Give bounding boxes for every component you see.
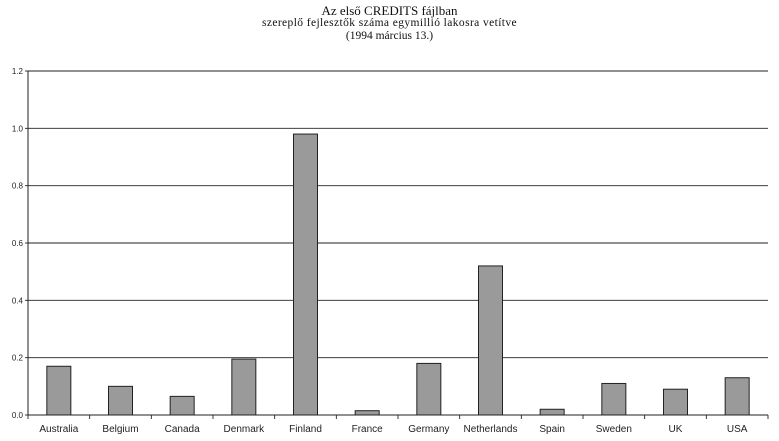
bar — [108, 385, 133, 416]
bar — [601, 382, 627, 416]
title-line-3: (1994 március 13.) — [345, 30, 434, 42]
y-tick-label: 0.8 — [12, 182, 24, 191]
bar — [169, 395, 195, 416]
x-category-label: Finland — [289, 424, 322, 435]
y-tick-label: 0.6 — [12, 239, 24, 248]
bar — [231, 358, 257, 416]
x-category-label: USA — [727, 424, 748, 435]
x-category-label: UK — [669, 424, 683, 435]
y-tick-label: 1.0 — [12, 124, 24, 133]
title-line-1: Az első CREDITS fájlban — [321, 3, 458, 18]
x-category-label: Netherlands — [464, 424, 518, 435]
bar — [539, 408, 565, 416]
x-category-label: France — [352, 424, 384, 435]
x-category-label: Germany — [408, 424, 449, 435]
chart-title: Az első CREDITS fájlban szereplő fejlesz… — [0, 4, 779, 43]
x-category-label: Belgium — [102, 424, 138, 435]
x-category-label: Canada — [165, 424, 200, 435]
y-tick-label: 0.0 — [12, 411, 24, 420]
bar — [293, 133, 318, 416]
y-tick-label: 0.4 — [12, 296, 24, 305]
y-tick-label: 0.2 — [12, 354, 24, 363]
bar — [724, 377, 750, 416]
bar — [663, 388, 688, 416]
bar — [416, 362, 442, 416]
x-category-label: Denmark — [224, 424, 266, 435]
bar — [478, 265, 503, 416]
x-category-label: Australia — [39, 424, 78, 435]
x-category-label: Sweden — [596, 424, 632, 435]
bar — [46, 365, 72, 416]
title-line-2: szereplő fejlesztők száma egymillió lako… — [261, 17, 518, 29]
x-category-label: Spain — [539, 424, 565, 435]
bar — [354, 410, 380, 416]
y-tick-label: 1.2 — [12, 67, 24, 76]
